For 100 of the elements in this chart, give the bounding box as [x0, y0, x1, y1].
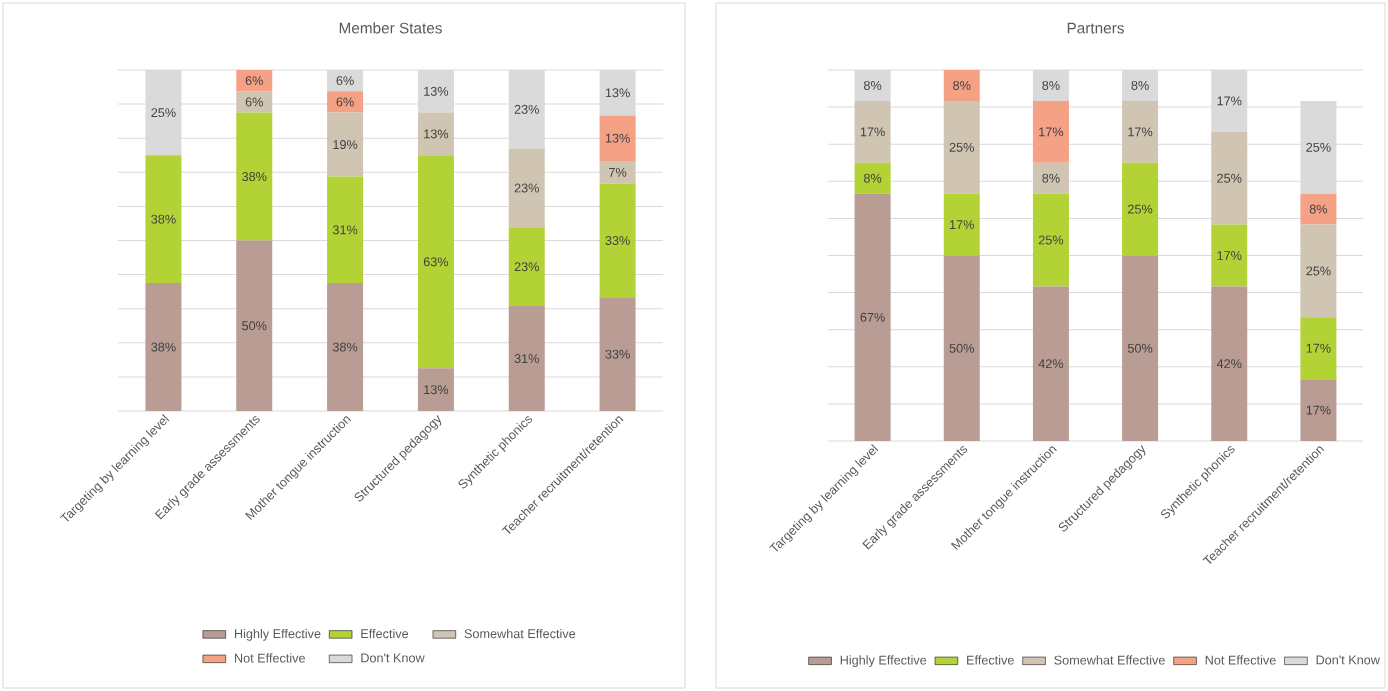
data-label: 50% — [242, 321, 267, 331]
bar — [854, 193, 891, 441]
data-label: 33% — [605, 349, 630, 359]
bar — [1032, 162, 1069, 194]
bar — [145, 155, 182, 284]
bar — [327, 176, 364, 284]
data-label: 17% — [1217, 96, 1242, 106]
data-label: 17% — [1306, 343, 1331, 353]
bar — [327, 112, 364, 177]
data-label: 17% — [1217, 251, 1242, 260]
data-label: 13% — [424, 86, 449, 96]
bar — [1032, 100, 1069, 163]
data-label: 38% — [151, 214, 176, 224]
data-label: 13% — [605, 88, 630, 98]
data-label: 33% — [605, 236, 630, 245]
bar — [145, 283, 182, 411]
bar — [854, 162, 891, 194]
data-label: 8% — [953, 80, 971, 90]
data-label: 67% — [860, 312, 885, 322]
bar — [1300, 224, 1337, 318]
bar — [236, 240, 273, 411]
bar — [417, 368, 454, 411]
bar — [1211, 131, 1248, 225]
data-label: 63% — [423, 257, 449, 267]
data-label: 8% — [1042, 173, 1060, 183]
data-label: 17% — [950, 220, 974, 229]
data-label: 17% — [1306, 405, 1331, 415]
data-label: 8% — [863, 80, 882, 90]
bar — [1300, 317, 1337, 380]
bar — [599, 115, 636, 161]
bar — [1032, 286, 1069, 441]
bar — [943, 193, 980, 256]
data-label: 23% — [514, 104, 539, 114]
bar — [599, 183, 636, 298]
data-label: 25% — [151, 108, 176, 118]
data-label: 17% — [1039, 127, 1064, 137]
chart-title: Partners — [1067, 22, 1124, 34]
data-label: 8% — [1309, 204, 1328, 214]
data-label: 8% — [863, 173, 882, 183]
bar — [1122, 100, 1159, 163]
data-label: 23% — [514, 183, 539, 193]
data-label: 38% — [151, 342, 176, 352]
data-label: 31% — [332, 225, 358, 235]
bar — [1300, 100, 1337, 194]
bar — [1300, 379, 1337, 441]
data-label: 50% — [949, 343, 974, 353]
data-label: 17% — [1128, 127, 1153, 137]
legend-label: Highly Effective — [234, 628, 321, 641]
data-label: 42% — [1216, 359, 1242, 369]
data-label: 6% — [245, 76, 263, 86]
data-label: 25% — [1306, 266, 1331, 276]
data-label: 25% — [949, 142, 974, 152]
legend-label: Not Effective — [234, 653, 305, 663]
bar — [508, 148, 545, 228]
data-label: 23% — [514, 262, 539, 272]
data-label: 6% — [336, 76, 354, 86]
legend-label: Effective — [361, 628, 409, 639]
bar — [417, 112, 454, 156]
data-label: 31% — [514, 354, 539, 363]
bar — [854, 100, 891, 163]
data-label: 25% — [1128, 204, 1153, 214]
bar — [599, 160, 636, 184]
data-label: 38% — [242, 172, 267, 182]
legend-label: Effective — [967, 655, 1014, 665]
data-label: 13% — [424, 385, 449, 395]
bar — [327, 283, 364, 411]
bar — [508, 227, 545, 307]
bar — [417, 155, 454, 369]
bar — [943, 69, 980, 101]
legend-label: Somewhat Effective — [1054, 655, 1165, 665]
bar — [943, 255, 980, 441]
data-label: 7% — [609, 167, 627, 177]
data-label: 25% — [1217, 173, 1242, 183]
legend-label: Don't Know — [1316, 655, 1380, 665]
bar — [236, 69, 273, 92]
chart-title: Member States — [339, 22, 442, 34]
bar — [1122, 255, 1159, 441]
legend-label: Highly Effective — [840, 655, 927, 668]
bar — [599, 297, 636, 411]
bar — [508, 306, 545, 411]
data-label: 42% — [1038, 359, 1064, 369]
bar — [236, 91, 273, 113]
data-label: 8% — [1131, 80, 1149, 90]
bar — [1211, 224, 1248, 287]
data-label: 19% — [333, 140, 358, 150]
data-label: 13% — [424, 129, 449, 139]
data-label: 13% — [605, 133, 630, 143]
bar — [327, 91, 364, 113]
legend-label: Somewhat Effective — [464, 628, 576, 639]
bar — [943, 100, 980, 194]
data-label: 38% — [332, 342, 358, 352]
data-label: 8% — [1042, 80, 1060, 90]
bar — [1032, 193, 1069, 287]
legend-label: Don't Know — [361, 653, 425, 663]
bar — [1211, 286, 1248, 441]
data-label: 25% — [1038, 235, 1064, 245]
bar — [1300, 193, 1337, 225]
data-label: 17% — [860, 127, 885, 137]
data-label: 25% — [1306, 142, 1331, 152]
bar — [236, 112, 273, 241]
